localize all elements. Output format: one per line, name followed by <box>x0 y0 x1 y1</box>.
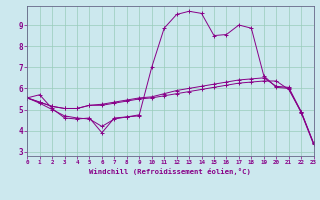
X-axis label: Windchill (Refroidissement éolien,°C): Windchill (Refroidissement éolien,°C) <box>90 168 251 175</box>
